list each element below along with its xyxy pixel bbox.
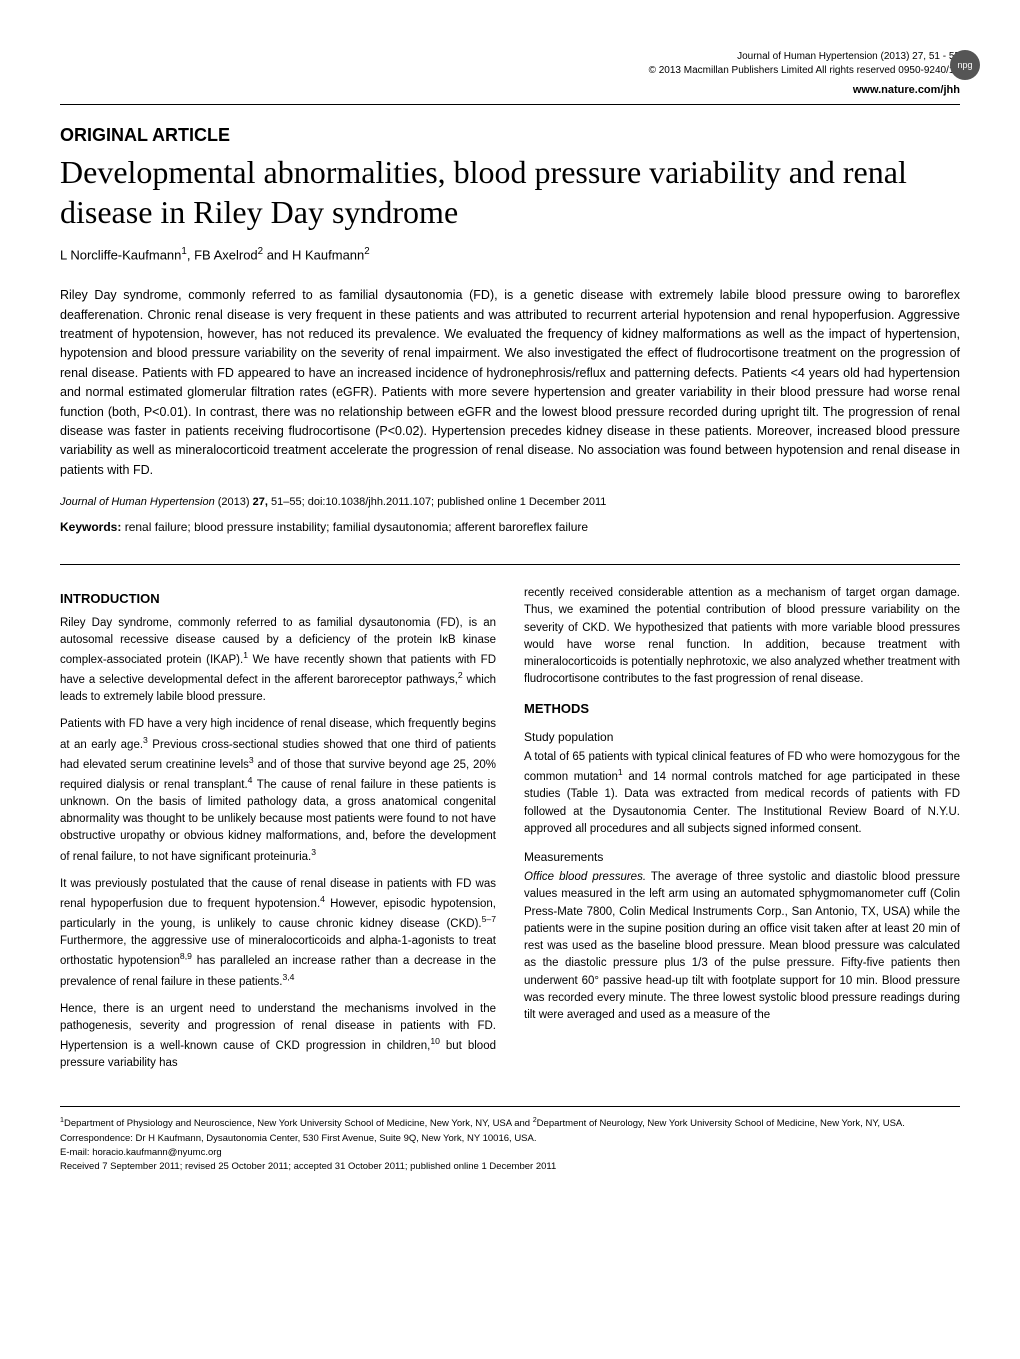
keywords-label: Keywords: — [60, 520, 121, 534]
intro-p2: Patients with FD have a very high incide… — [60, 716, 496, 865]
header-meta: Journal of Human Hypertension (2013) 27,… — [60, 50, 960, 78]
keywords-text: renal failure; blood pressure instabilit… — [125, 520, 588, 534]
copyright-line: © 2013 Macmillan Publishers Limited All … — [60, 64, 960, 78]
authors: L Norcliffe-Kaufmann1, FB Axelrod2 and H… — [60, 246, 960, 262]
abstract: Riley Day syndrome, commonly referred to… — [60, 286, 960, 480]
intro-p3: It was previously postulated that the ca… — [60, 876, 496, 991]
publication-dates: Received 7 September 2011; revised 25 Oc… — [60, 1160, 960, 1174]
footnotes: 1Department of Physiology and Neuroscien… — [60, 1115, 960, 1174]
keywords: Keywords: renal failure; blood pressure … — [60, 520, 960, 534]
methods-heading: METHODS — [524, 699, 960, 719]
article-type: ORIGINAL ARTICLE — [60, 125, 960, 146]
citation-year: (2013) — [218, 496, 250, 508]
journal-line: Journal of Human Hypertension (2013) 27,… — [60, 50, 960, 64]
citation-journal: Journal of Human Hypertension — [60, 496, 215, 508]
office-bp-heading: Office blood pressures. — [524, 871, 646, 883]
citation-volume: 27, — [253, 496, 268, 508]
intro-continuation: recently received considerable attention… — [524, 585, 960, 689]
header-divider — [60, 104, 960, 105]
npg-badge: npg — [950, 50, 980, 80]
measurements-heading: Measurements — [524, 848, 960, 866]
right-column: recently received considerable attention… — [524, 585, 960, 1082]
url-line: www.nature.com/jhh — [60, 84, 960, 96]
footer-divider — [60, 1106, 960, 1107]
article-title: Developmental abnormalities, blood press… — [60, 152, 960, 232]
correspondence-email: E-mail: horacio.kaufmann@nyumc.org — [60, 1146, 960, 1160]
intro-p1: Riley Day syndrome, commonly referred to… — [60, 615, 496, 707]
citation-pub-online: published online 1 December 2011 — [437, 496, 606, 508]
office-bp-paragraph: Office blood pressures. The average of t… — [524, 869, 960, 1024]
study-population-heading: Study population — [524, 728, 960, 746]
two-column-layout: INTRODUCTION Riley Day syndrome, commonl… — [60, 585, 960, 1082]
left-column: INTRODUCTION Riley Day syndrome, commonl… — [60, 585, 496, 1082]
citation-line: Journal of Human Hypertension (2013) 27,… — [60, 496, 960, 508]
affiliations: 1Department of Physiology and Neuroscien… — [60, 1115, 960, 1146]
introduction-heading: INTRODUCTION — [60, 589, 496, 609]
study-population-text: A total of 65 patients with typical clin… — [524, 749, 960, 838]
office-bp-text: The average of three systolic and diasto… — [524, 871, 960, 1021]
intro-p4: Hence, there is an urgent need to unders… — [60, 1001, 496, 1073]
abstract-divider — [60, 564, 960, 565]
citation-pages: 51–55; — [271, 496, 305, 508]
citation-doi: doi:10.1038/jhh.2011.107; — [308, 496, 434, 508]
